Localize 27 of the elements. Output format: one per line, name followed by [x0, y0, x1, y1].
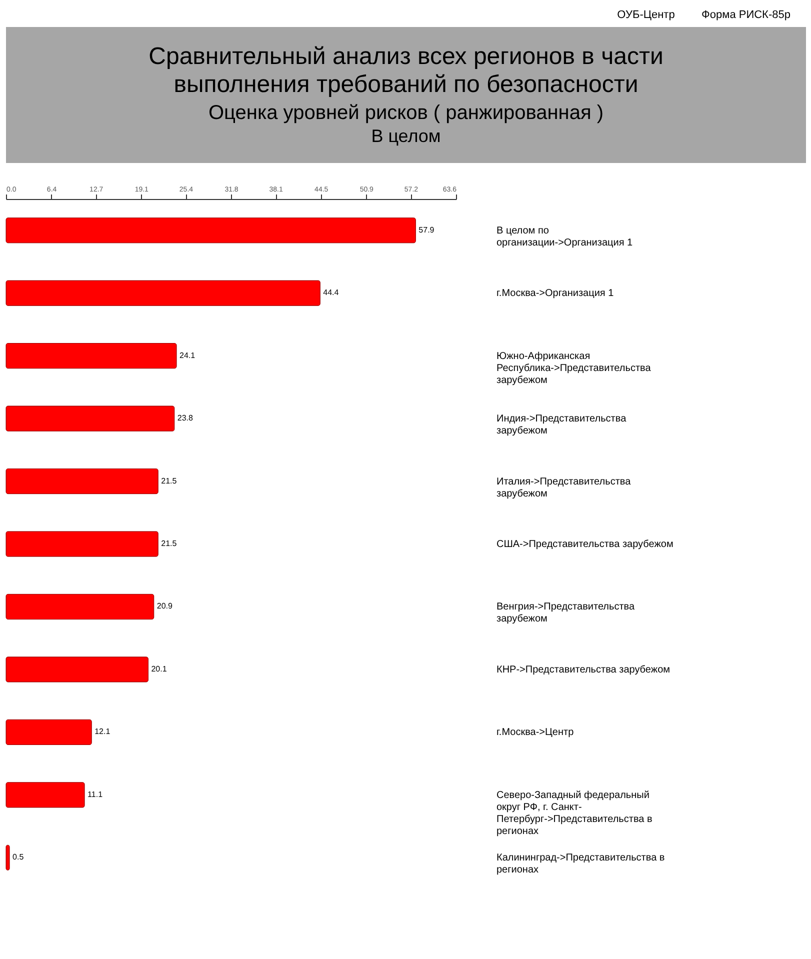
- data-label: 24.1: [180, 350, 196, 360]
- data-label: 21.5: [161, 476, 178, 486]
- y-tick-label: В целом по организации->Организация 1: [496, 225, 634, 248]
- y-tick-label: Южно-Африканская Республика->Представительства зарубежом: [496, 350, 652, 386]
- data-label: 57.9: [418, 225, 435, 234]
- data-label: 20.1: [151, 664, 168, 674]
- y-tick-label: Северо-Западный федеральный округ РФ, г. Санкт-Петербург->Представительства в регионах: [496, 790, 652, 837]
- y-tick-label: Калининград->Представительства в регионах: [496, 852, 665, 876]
- text: В целом: [371, 126, 441, 146]
- y-tick-label: Италия->Представительства зарубежом: [496, 476, 632, 500]
- y-tick-label: г.Москва->Организация 1: [496, 288, 614, 300]
- y-tick-label: КНР->Представительства зарубежом: [496, 664, 670, 676]
- data-label: 0.5: [12, 852, 24, 862]
- chart-subtitle: Оценка уровней рисков ( ранжированная ): [208, 102, 604, 124]
- data-label: 44.4: [323, 288, 340, 298]
- text: Форма РИСК-85р: [702, 9, 790, 21]
- data-label: 11.1: [88, 790, 104, 799]
- data-label: 23.8: [177, 414, 194, 423]
- text: ОУБ-Центр: [617, 9, 675, 21]
- y-tick-label: Венгрия->Представительства зарубежом: [496, 602, 636, 625]
- y-tick-label: Индия->Представительства зарубежом: [496, 414, 627, 437]
- data-label: 21.5: [161, 539, 178, 548]
- chart-title: Сравнительный анализ всех регионов в части выполнения требований по безопасности: [148, 43, 664, 98]
- data-label: 12.1: [94, 727, 111, 736]
- data-label: 20.9: [156, 602, 173, 611]
- y-tick-label: США->Представительства зарубежом: [496, 539, 674, 550]
- y-tick-label: г.Москва->Центр: [496, 727, 574, 738]
